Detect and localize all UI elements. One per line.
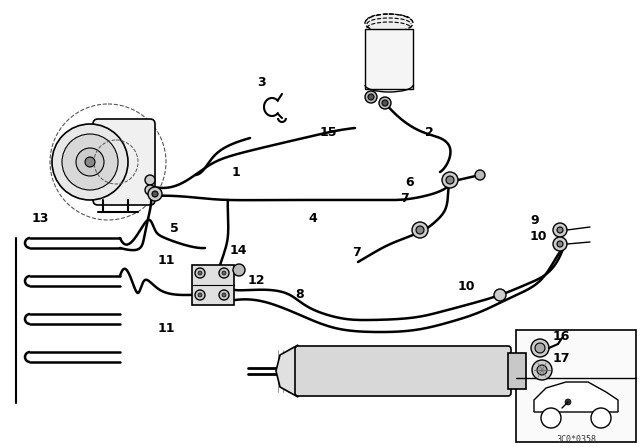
Ellipse shape [365,14,413,32]
Polygon shape [276,345,298,397]
Circle shape [198,293,202,297]
Text: 11: 11 [158,254,175,267]
FancyBboxPatch shape [93,119,155,205]
Circle shape [219,290,229,300]
Circle shape [152,191,158,197]
Bar [365,29,413,89]
Circle shape [416,226,424,234]
Circle shape [219,268,229,278]
Bar [192,265,234,305]
FancyBboxPatch shape [295,346,511,396]
Circle shape [532,360,552,380]
Circle shape [475,170,485,180]
Circle shape [531,339,549,357]
Circle shape [446,176,454,184]
Circle shape [368,94,374,100]
Text: 6: 6 [405,177,413,190]
Text: 2: 2 [425,125,434,138]
Circle shape [553,223,567,237]
Text: 7: 7 [352,246,361,258]
Circle shape [412,222,428,238]
Text: 10: 10 [530,229,547,242]
Text: 3C0*0358: 3C0*0358 [556,435,596,444]
Circle shape [222,271,226,275]
Circle shape [62,134,118,190]
Text: 8: 8 [295,289,303,302]
Text: 5: 5 [170,221,179,234]
Text: 1: 1 [232,165,241,178]
Bar [516,330,636,442]
Text: 15: 15 [320,125,337,138]
Text: 9: 9 [530,214,539,227]
Circle shape [382,100,388,106]
Text: 11: 11 [158,322,175,335]
Circle shape [195,290,205,300]
Circle shape [145,185,155,195]
Circle shape [557,227,563,233]
Circle shape [365,91,377,103]
Circle shape [591,408,611,428]
Circle shape [233,264,245,276]
Circle shape [379,97,391,109]
Circle shape [198,271,202,275]
Circle shape [557,241,563,247]
Circle shape [537,365,547,375]
Circle shape [52,124,128,200]
Circle shape [145,175,155,185]
Circle shape [195,268,205,278]
Circle shape [85,157,95,167]
Text: 10: 10 [458,280,476,293]
Text: 4: 4 [308,211,317,224]
Circle shape [442,172,458,188]
Circle shape [535,343,545,353]
Text: 7: 7 [400,191,409,204]
Text: 16: 16 [553,329,570,343]
Circle shape [222,293,226,297]
Polygon shape [534,382,618,412]
Circle shape [553,237,567,251]
Circle shape [148,187,162,201]
Circle shape [494,289,506,301]
Text: 12: 12 [248,273,266,287]
Circle shape [541,408,561,428]
Text: 13: 13 [32,211,49,224]
Text: 14: 14 [230,244,248,257]
Text: 17: 17 [553,352,570,365]
Bar [508,353,526,389]
Circle shape [76,148,104,176]
Text: 3: 3 [258,77,266,90]
Circle shape [565,399,571,405]
